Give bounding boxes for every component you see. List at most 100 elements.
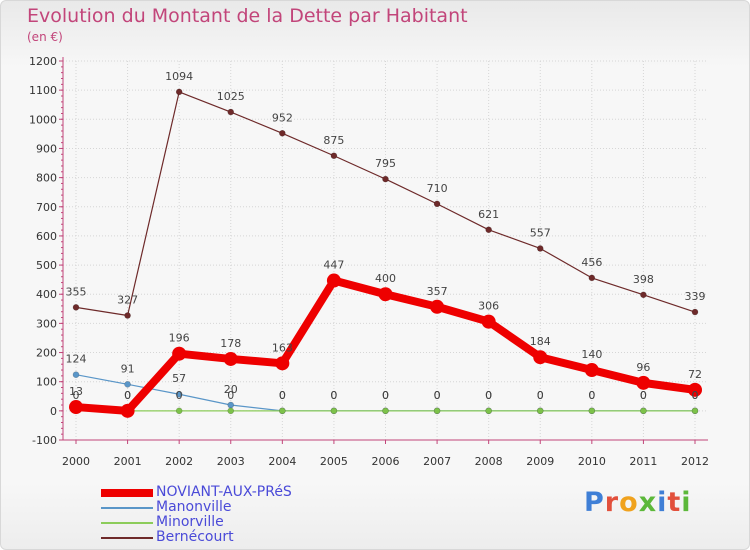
series-point-2 (330, 407, 338, 415)
data-label: 0 (330, 389, 337, 402)
chart-subtitle: (en €) (27, 30, 63, 44)
series-point-0 (378, 287, 393, 302)
y-tick-label: 300 (36, 317, 57, 330)
data-label: 0 (279, 389, 286, 402)
data-label: 178 (220, 337, 241, 350)
legend-item: Manonville (101, 500, 292, 515)
data-label: 621 (478, 208, 499, 221)
data-label: 124 (66, 353, 87, 366)
y-tick-label: 200 (36, 347, 57, 360)
legend-swatch (101, 506, 153, 509)
y-tick-label: 1100 (29, 84, 57, 97)
series-point-2 (433, 407, 441, 415)
y-tick-label: 0 (50, 405, 57, 418)
series-point-0 (69, 400, 83, 415)
data-label: 1094 (165, 70, 193, 83)
data-label: 1025 (217, 90, 245, 103)
y-tick-label: 900 (36, 142, 57, 155)
series-point-0 (223, 351, 238, 366)
data-label: 0 (227, 389, 234, 402)
data-label: 0 (330, 389, 337, 402)
data-label: 557 (530, 226, 551, 239)
y-tick-label: 500 (36, 259, 57, 272)
data-label: 327 (117, 294, 138, 307)
series-point-2 (485, 407, 492, 415)
data-label: 795 (375, 157, 396, 170)
legend-item: Minorville (101, 515, 292, 530)
y-tick-label: 1200 (29, 55, 57, 68)
data-label: 0 (279, 389, 286, 402)
data-label: 0 (640, 389, 647, 402)
series-point-0 (688, 382, 702, 397)
data-label: 0 (537, 389, 544, 402)
x-tick-label: 2002 (165, 455, 193, 468)
data-label: 57 (172, 372, 186, 385)
series-point-1 (124, 381, 131, 388)
series-point-3 (588, 274, 596, 282)
legend-label: Bernécourt (156, 529, 234, 545)
data-label: 357 (427, 285, 448, 298)
series-point-0 (533, 350, 548, 365)
data-label: 0 (124, 389, 131, 402)
legend-label: Manonville (156, 499, 232, 515)
data-label: 0 (434, 389, 441, 402)
data-label: 306 (478, 300, 499, 313)
legend-item: Bernécourt (101, 530, 292, 545)
legend-label: NOVIANT-AUX-PRéS (156, 484, 292, 500)
logo-letter: o (619, 487, 639, 518)
data-label: 196 (169, 332, 190, 345)
logo-letter: t (667, 487, 682, 518)
series-point-0 (584, 363, 599, 378)
data-label: 0 (124, 389, 131, 402)
data-label: 0 (382, 389, 389, 402)
x-tick-label: 2006 (372, 455, 400, 468)
logo-letter: x (638, 487, 658, 518)
x-tick-label: 2005 (320, 455, 348, 468)
series-point-2 (691, 407, 699, 415)
series-point-0 (430, 299, 445, 314)
logo-letter: i (657, 487, 668, 518)
logo-letter: P (584, 487, 605, 518)
series-point-0 (172, 346, 187, 361)
series-point-3 (536, 245, 544, 252)
y-tick-label: 600 (36, 230, 57, 243)
y-tick-label: 700 (36, 201, 57, 214)
series-point-3 (124, 312, 131, 319)
series-point-2 (227, 407, 235, 415)
data-label: 163 (272, 341, 293, 354)
data-label: 13 (69, 385, 83, 398)
data-label: 20 (224, 383, 238, 396)
x-tick-label: 2004 (268, 455, 296, 468)
proxiti-logo: Proxiti (584, 487, 692, 518)
x-tick-label: 2012 (681, 455, 709, 468)
series-point-0 (481, 314, 496, 329)
series-point-3 (227, 108, 235, 116)
series-point-1 (227, 401, 235, 409)
data-label: 0 (692, 389, 699, 402)
data-label: 184 (530, 335, 551, 348)
data-label: 140 (581, 348, 602, 361)
series-point-2 (382, 407, 389, 415)
data-label: 96 (636, 361, 650, 374)
data-label: 0 (640, 389, 647, 402)
series-point-3 (330, 152, 338, 160)
chart-legend: NOVIANT-AUX-PRéS Manonville Minorville Bern… (101, 485, 292, 545)
x-tick-label: 2010 (578, 455, 606, 468)
data-label: 875 (323, 134, 344, 147)
legend-label: Minorville (156, 514, 224, 530)
x-tick-label: 2008 (475, 455, 503, 468)
series-point-3 (485, 226, 492, 234)
legend-swatch (101, 488, 153, 497)
data-label: 0 (588, 389, 595, 402)
data-label: 0 (485, 389, 492, 402)
data-label: 0 (176, 389, 183, 402)
data-label: 0 (537, 389, 544, 402)
legend-swatch (101, 521, 153, 524)
data-label: 0 (434, 389, 441, 402)
series-point-2 (588, 407, 596, 415)
series-point-0 (326, 273, 341, 288)
series-point-1 (72, 371, 80, 378)
data-label: 72 (688, 368, 702, 381)
series-point-3 (382, 175, 389, 183)
